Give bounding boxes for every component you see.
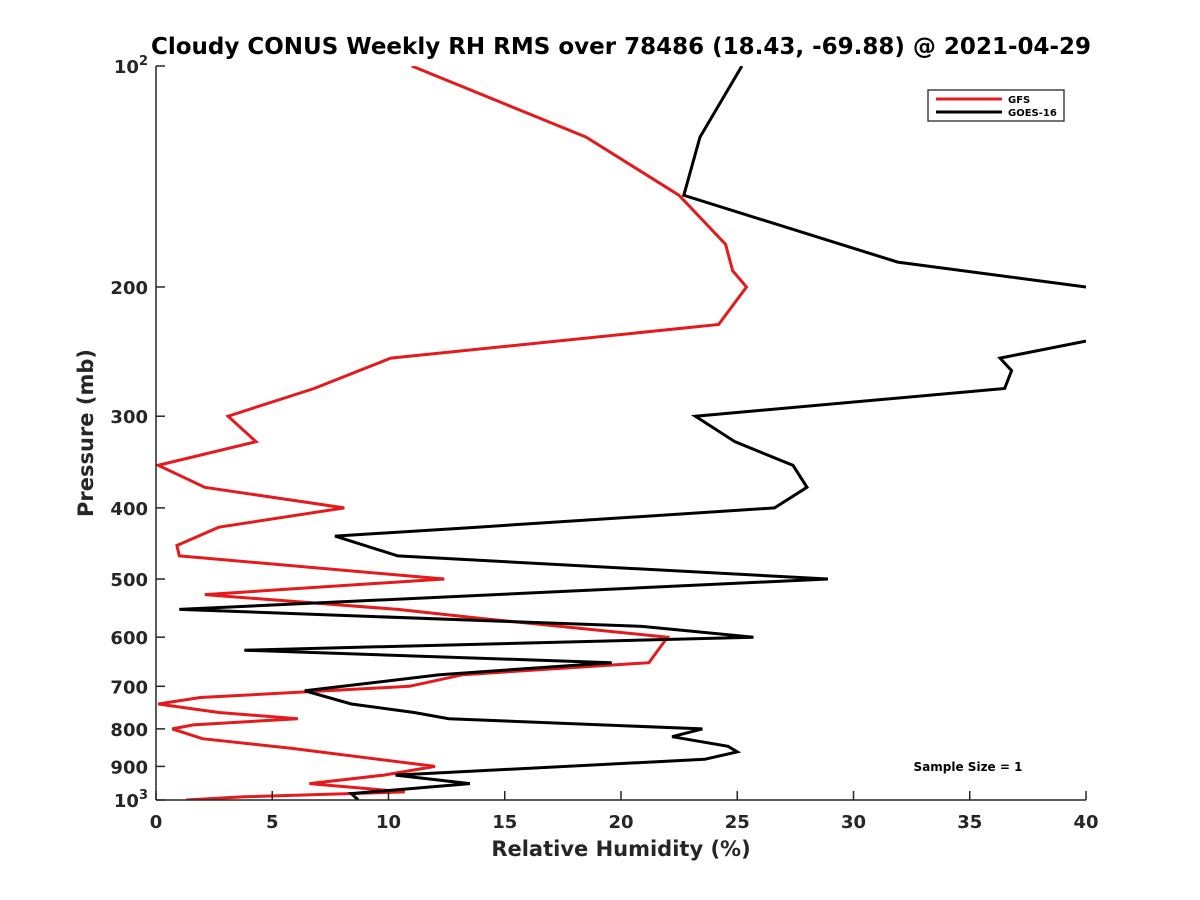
y-tick-label: 500 [110, 570, 148, 591]
x-tick-label: 15 [492, 812, 517, 833]
x-tick-label: 5 [266, 812, 279, 833]
y-tick-label: 800 [110, 720, 148, 741]
y-tick-label: 900 [110, 757, 148, 778]
y-tick-label: 700 [110, 677, 148, 698]
plot-area [156, 66, 1086, 800]
y-tick-label: 400 [110, 499, 148, 520]
legend: GFS GOES-16 [927, 89, 1065, 122]
x-axis: 0 5 10 15 20 25 30 35 40 [150, 791, 1099, 833]
series-line-goes-16 [179, 66, 1086, 800]
x-tick-label: 25 [725, 812, 750, 833]
x-tick-label: 40 [1073, 812, 1098, 833]
y-tick-label: 600 [110, 628, 148, 649]
chart-title: Cloudy CONUS Weekly RH RMS over 78486 (1… [151, 34, 1091, 60]
legend-box [927, 89, 1065, 122]
y-tick-label: 200 [110, 278, 148, 299]
x-tick-label: 30 [841, 812, 866, 833]
y-axis: 102 200 300 400 500 600 700 800 900 103 [110, 54, 165, 812]
legend-entry-label: GOES-16 [1008, 108, 1057, 119]
y-tick-label: 103 [114, 788, 148, 812]
sample-size-annotation: Sample Size = 1 [914, 760, 1023, 774]
x-tick-label: 10 [376, 812, 401, 833]
x-tick-label: 20 [608, 812, 633, 833]
x-axis-label: Relative Humidity (%) [491, 837, 750, 861]
y-tick-label: 102 [114, 54, 148, 78]
y-axis-label: Pressure (mb) [74, 349, 98, 517]
x-tick-label: 35 [957, 812, 982, 833]
legend-entry-label: GFS [1008, 95, 1030, 106]
x-tick-label: 0 [150, 812, 163, 833]
series-line-gfs [156, 66, 749, 800]
y-tick-label: 300 [110, 407, 148, 428]
